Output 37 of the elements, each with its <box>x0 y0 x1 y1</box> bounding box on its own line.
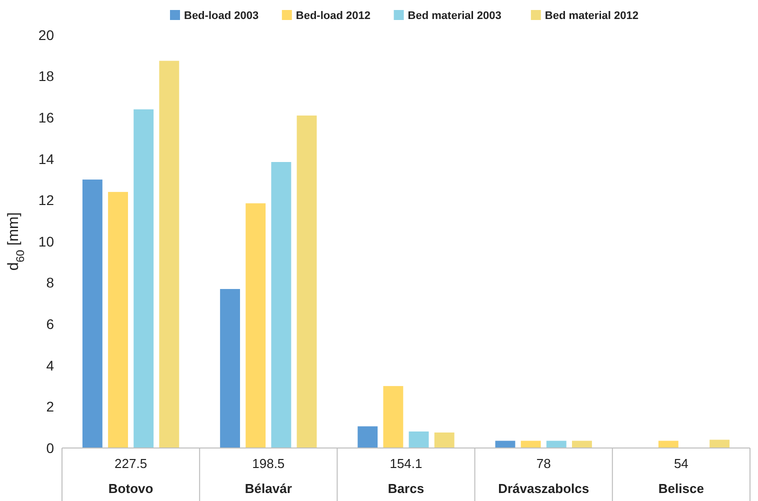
bar <box>434 432 454 448</box>
y-tick-label: 20 <box>38 26 54 43</box>
y-tick-label: 18 <box>38 68 54 84</box>
x-tick-label: 54 Belisce <box>658 456 704 496</box>
bar <box>159 60 180 448</box>
x-tick-label: 227.5 Botovo <box>108 456 154 496</box>
legend-label: Bed material 2003 <box>408 10 502 22</box>
x-tick-label: 154.1 Barcs <box>388 456 424 496</box>
x-tick-label: 78 Drávaszabolcs <box>498 456 590 496</box>
y-tick-label: 16 <box>38 110 54 126</box>
x-tick-label: 198.5 Bélavár <box>244 456 292 496</box>
bar <box>546 440 566 448</box>
bar <box>358 426 378 448</box>
y-tick-label: 10 <box>38 233 54 250</box>
bar <box>220 288 240 448</box>
legend-label: Bed-load 2003 <box>184 10 259 22</box>
bar <box>520 440 541 448</box>
legend-label: Bed material 2012 <box>544 10 638 22</box>
y-tick-label: 14 <box>38 150 54 167</box>
bar <box>710 440 730 448</box>
bar <box>134 109 154 448</box>
legend-label: Bed-load 2012 <box>296 10 370 22</box>
bar <box>296 116 317 448</box>
bar <box>271 162 292 448</box>
y-tick-label: 4 <box>46 357 54 374</box>
bar <box>658 440 678 448</box>
bar <box>82 180 102 448</box>
y-tick-label: 2 <box>46 398 54 415</box>
y-tick-label: 6 <box>46 316 54 332</box>
bar <box>108 192 128 448</box>
y-tick-label: 12 <box>38 192 54 208</box>
bar <box>246 203 266 448</box>
y-tick-label: 8 <box>46 274 54 291</box>
y-tick-label: 0 <box>46 440 54 456</box>
bar <box>383 386 404 448</box>
bar <box>408 431 429 448</box>
bar <box>572 440 592 448</box>
